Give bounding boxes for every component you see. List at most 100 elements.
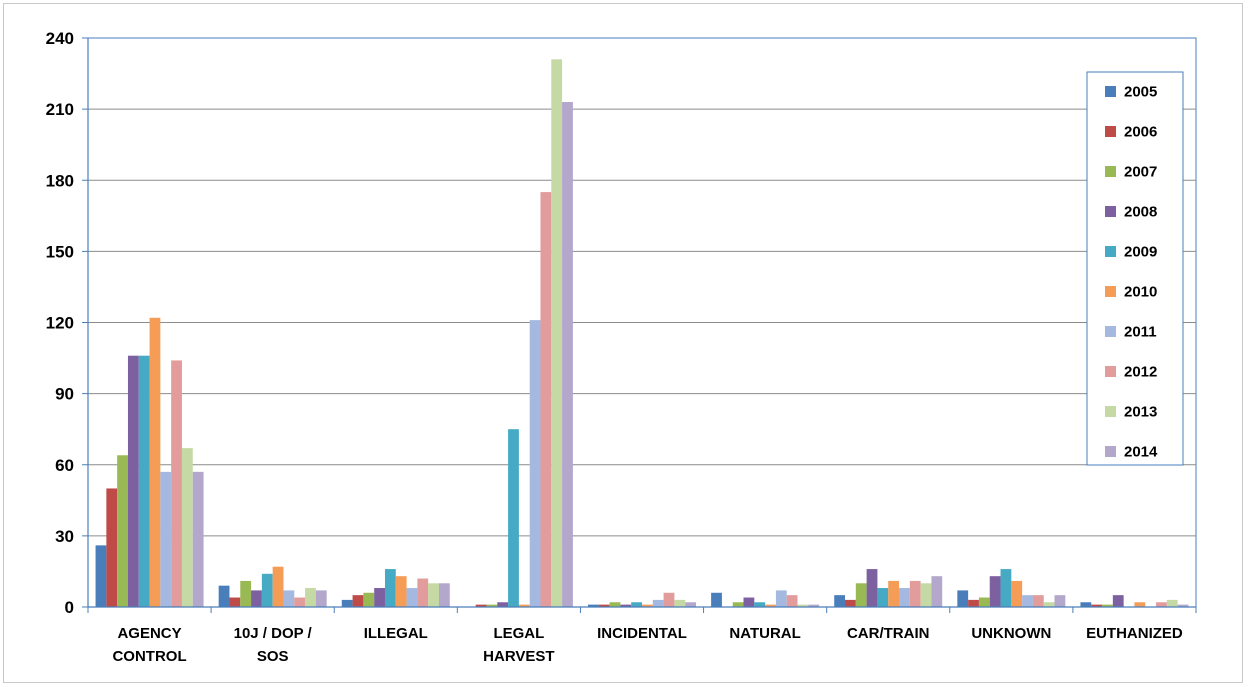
bar-2006 [845, 599, 856, 607]
bar-2012 [786, 595, 798, 607]
bar-2011 [1022, 595, 1033, 607]
legend: 2005 2006 2007 2008 2009 2010 2011 2012 2013 2014 [1086, 71, 1184, 466]
bar-2009 [877, 588, 889, 607]
bar-2010 [272, 566, 284, 607]
bar-2008 [620, 604, 632, 607]
y-tick-label: 150 [46, 242, 74, 261]
bar-2012 [663, 592, 675, 607]
bar-2008 [127, 355, 139, 607]
bar-2005 [1080, 602, 1092, 607]
chart-frame [3, 3, 1243, 683]
x-category-label: AGENCY CONTROL [112, 625, 186, 665]
bar-2013 [797, 604, 809, 607]
bar-2005 [95, 545, 107, 607]
y-tick-label: 120 [46, 314, 74, 333]
legend-swatch [1105, 126, 1116, 137]
bar-2012 [540, 192, 552, 607]
x-category-label: NATURAL [729, 625, 800, 642]
legend-swatch [1105, 406, 1116, 417]
bar-2008 [374, 588, 385, 607]
legend-label: 2010 [1124, 284, 1157, 301]
bar-2007 [363, 592, 375, 607]
bar-2014 [562, 102, 573, 607]
bar-2007 [486, 604, 498, 607]
legend-label: 2013 [1124, 404, 1157, 421]
y-tick-label: 240 [46, 29, 74, 48]
gridlines [87, 37, 1197, 608]
legend-label: 2012 [1124, 364, 1157, 381]
y-tick-label: 30 [55, 527, 74, 546]
bar-2005 [834, 595, 846, 607]
x-category-label: UNKNOWN [971, 625, 1051, 642]
y-tick-label: 210 [46, 100, 74, 119]
legend-swatch [1105, 286, 1116, 297]
axes: 0 30 60 90 120 150 180 210 240 AGENCY CONTROL 10J /… [46, 29, 1197, 665]
bar-2006 [106, 488, 118, 607]
bar-2012 [417, 578, 429, 607]
bar-2007 [117, 455, 128, 607]
bar-2013 [1043, 602, 1055, 607]
bar-2012 [1156, 602, 1167, 607]
y-tick-label: 0 [65, 598, 74, 617]
bar-2008 [743, 597, 755, 607]
x-category-label: LEGAL HARVEST [483, 625, 554, 665]
bar-2005 [218, 585, 230, 607]
bar-2007 [240, 580, 252, 607]
bar-2008 [1112, 595, 1124, 607]
bar-2013 [428, 583, 439, 607]
bar-2008 [866, 569, 878, 607]
bar-2013 [181, 448, 193, 607]
y-tick-label: 60 [55, 456, 74, 475]
bar-2010 [888, 580, 900, 607]
legend-label: 2011 [1124, 324, 1157, 341]
bar-2013 [920, 583, 932, 607]
legend-swatch [1105, 246, 1116, 257]
bar-2013 [674, 599, 686, 607]
bar-2008 [989, 576, 1001, 607]
bar-2011 [406, 588, 418, 607]
bar-2010 [518, 604, 530, 607]
legend-swatch [1105, 86, 1116, 97]
x-category-label: EUTHANIZED [1086, 625, 1183, 642]
bar-2006 [352, 595, 364, 607]
bar-2007 [855, 583, 867, 607]
bar-2011 [529, 320, 541, 607]
bar-2010 [642, 604, 653, 607]
bar-2010 [765, 604, 776, 607]
y-tick-label: 180 [46, 171, 74, 190]
bar-2011 [775, 590, 787, 607]
bar-2014 [192, 471, 204, 607]
bar-2009 [631, 602, 642, 607]
bar-2005 [341, 599, 353, 607]
bar-2006 [1091, 604, 1103, 607]
bar-2006 [968, 599, 979, 607]
bar-2009 [384, 569, 396, 607]
bar-2007 [1102, 604, 1113, 607]
legend-swatch [1105, 166, 1116, 177]
bar-2007 [978, 597, 990, 607]
bar-2009 [1000, 569, 1012, 607]
bar-2014 [438, 583, 450, 607]
bar-2012 [294, 597, 306, 607]
bar-2010 [1134, 602, 1146, 607]
bar-2010 [395, 576, 407, 607]
bar-2009 [261, 573, 273, 607]
legend-label: 2008 [1124, 204, 1157, 221]
legend-label: 2005 [1124, 84, 1157, 101]
x-category-label: ILLEGAL [364, 625, 428, 642]
legend-swatch [1105, 326, 1116, 337]
x-category-label: INCIDENTAL [597, 625, 687, 642]
bar-2014 [315, 590, 327, 607]
x-category-label: 10J / DOP / SOS [234, 625, 313, 665]
legend-label: 2006 [1124, 124, 1157, 141]
bar-2006 [229, 597, 241, 607]
bar-2013 [551, 59, 563, 607]
bar-2005 [588, 604, 599, 607]
bar-2005 [957, 590, 969, 607]
bar-2009 [138, 355, 150, 607]
bar-2007 [732, 602, 744, 607]
bar-2010 [1011, 580, 1023, 607]
legend-swatch [1105, 206, 1116, 217]
bar-2011 [652, 599, 664, 607]
bar-2013 [1166, 599, 1178, 607]
